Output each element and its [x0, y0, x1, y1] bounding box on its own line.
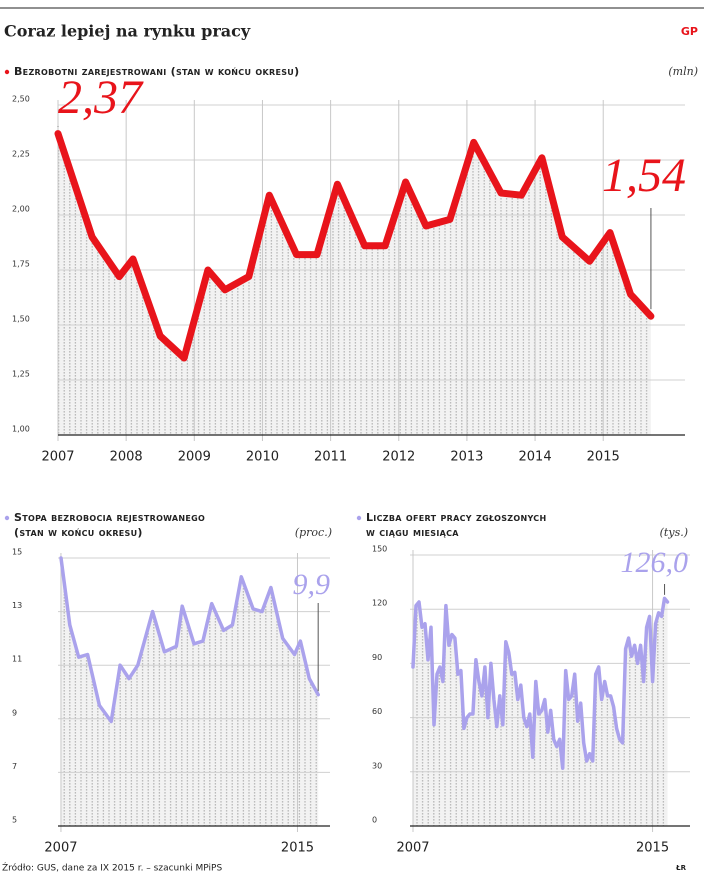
x-tick-label: 2011	[314, 450, 347, 465]
chart-title: Bezrobotni zarejestrowani (stan w końcu …	[14, 65, 299, 78]
annotation: 126,0	[621, 546, 689, 579]
x-tick-label: 2008	[110, 450, 143, 465]
unit: (tys.)	[660, 526, 688, 539]
x-tick-label: 2010	[246, 450, 279, 465]
header-icon	[4, 515, 10, 521]
chart-title: Liczba ofert pracy zgłoszonych	[366, 511, 546, 524]
area-fill	[58, 133, 651, 435]
y-tick-label: 1,25	[12, 370, 30, 379]
y-tick-label: 2,00	[12, 205, 30, 214]
chart: Liczba ofert pracy zgłoszonych w ciągu mi…	[356, 511, 690, 856]
logo: GP	[681, 25, 698, 38]
y-tick-label: 7	[12, 762, 17, 771]
annotation: 1,54	[602, 149, 686, 202]
y-tick-label: 1,00	[12, 425, 30, 434]
x-tick-label: 2015	[587, 450, 620, 465]
unit: (mln)	[668, 65, 698, 78]
x-tick-label: 2007	[396, 841, 429, 856]
y-tick-label: 0	[372, 816, 377, 825]
chart: Stopa bezrobocia rejestrowanego (stan w k…	[4, 511, 332, 856]
y-tick-label: 90	[372, 653, 382, 662]
chart-title: Stopa bezrobocia rejestrowanego	[14, 511, 205, 524]
line	[54, 130, 655, 362]
y-tick-label: 150	[372, 545, 387, 554]
line	[59, 556, 320, 724]
area-fill	[413, 598, 668, 826]
x-tick-label: 2015	[636, 841, 669, 856]
y-tick-label: 13	[12, 601, 22, 610]
y-tick-label: 5	[12, 816, 17, 825]
chart: Bezrobotni zarejestrowani (stan w końcu …	[4, 65, 698, 465]
header-icon	[356, 515, 362, 521]
y-tick-label: 1,75	[12, 260, 30, 269]
x-tick-label: 2014	[519, 450, 552, 465]
y-tick-label: 15	[12, 548, 22, 557]
y-tick-label: 1,50	[12, 315, 30, 324]
x-tick-label: 2007	[41, 450, 74, 465]
y-tick-label: 11	[12, 655, 22, 664]
x-tick-label: 2012	[382, 450, 415, 465]
y-tick-label: 2,50	[12, 95, 30, 104]
author: ŁR	[675, 864, 686, 872]
header-icon	[4, 69, 10, 75]
y-tick-label: 30	[372, 761, 382, 770]
chart-title: w ciągu miesiąca	[366, 526, 459, 539]
y-tick-label: 60	[372, 707, 382, 716]
y-tick-label: 9	[12, 708, 17, 717]
area-fill	[61, 558, 319, 826]
x-tick-label: 2013	[450, 450, 483, 465]
y-tick-label: 120	[372, 599, 387, 608]
annotation: 2,37	[58, 71, 144, 124]
x-tick-label: 2015	[281, 841, 314, 856]
annotation: 9,9	[293, 568, 331, 601]
y-tick-label: 2,25	[12, 150, 30, 159]
x-tick-label: 2009	[178, 450, 211, 465]
source: Źródło: GUS, dane za IX 2015 r. – szacun…	[2, 862, 222, 874]
line	[411, 596, 670, 770]
unit: (proc.)	[295, 526, 332, 539]
chart-title: (stan w końcu okresu)	[14, 526, 143, 539]
x-tick-label: 2007	[44, 841, 77, 856]
page-title: Coraz lepiej na rynku pracy	[4, 22, 251, 41]
